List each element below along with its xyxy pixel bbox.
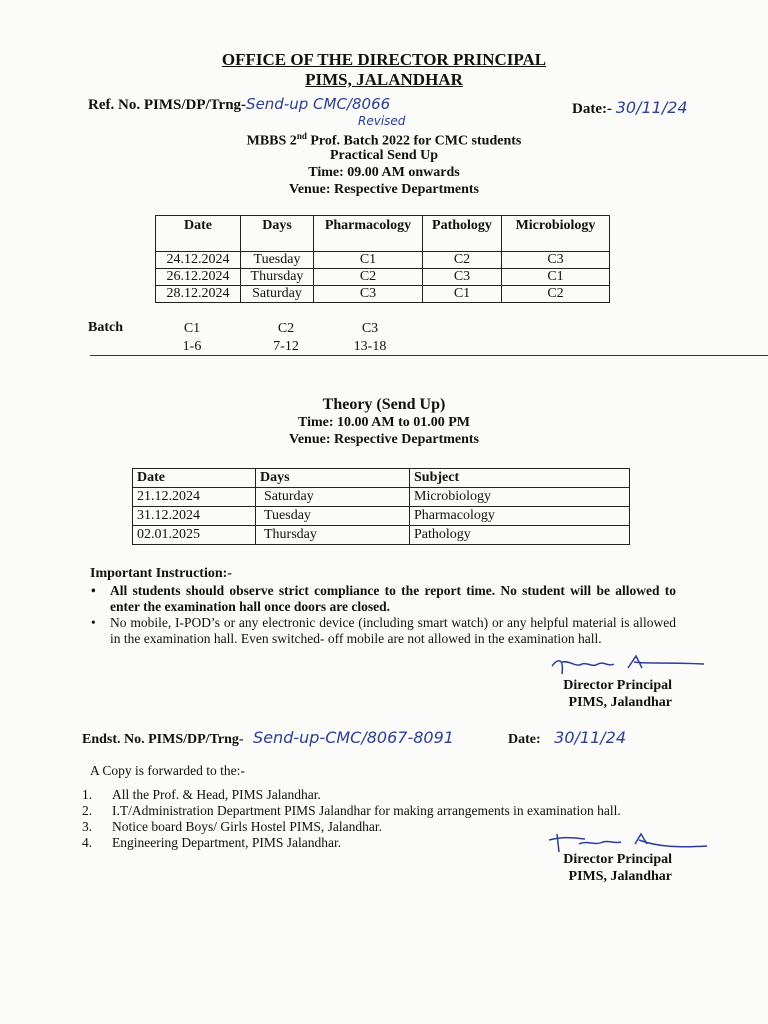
table-row: 26.12.2024 Thursday C2 C3 C1 — [155, 268, 610, 286]
table-row: 24.12.2024 Tuesday C1 C2 C3 — [155, 251, 610, 269]
ref-date: Date:- 30/11/24 — [572, 98, 688, 118]
col-pharmacology: Pharmacology — [313, 215, 423, 252]
recipients-list: 1. All the Prof. & Head, PIMS Jalandhar. … — [82, 787, 621, 851]
copy-line: A Copy is forwarded to the:- — [90, 763, 245, 778]
list-item: 1. All the Prof. & Head, PIMS Jalandhar. — [82, 787, 321, 802]
ref-handwritten: Send-up CMC/8066 — [246, 95, 391, 113]
batch-label: Batch — [88, 320, 123, 335]
office-title: OFFICE OF THE DIRECTOR PRINCIPAL — [221, 50, 547, 69]
instruction-item: No mobile, I-POD’s or any electronic dev… — [86, 615, 676, 647]
table-row: 21.12.2024 Saturday Microbiology — [132, 487, 630, 507]
col-date: Date — [155, 215, 241, 252]
instructions-heading: Important Instruction:- — [90, 566, 232, 581]
practical-venue: Venue: Respective Departments — [289, 182, 479, 197]
col-days: Days — [240, 215, 314, 252]
table-row: 31.12.2024 Tuesday Pharmacology — [132, 506, 630, 526]
table-header-row: Date Days Subject — [132, 468, 630, 488]
theory-time: Time: 10.00 AM to 01.00 PM — [298, 415, 470, 430]
ref-revised: Revised — [358, 114, 406, 128]
theory-table: Date Days Subject 21.12.2024 Saturday Microb… — [132, 468, 630, 545]
practical-line2: Practical Send Up — [329, 148, 439, 163]
table-header-row: Date Days Pharmacology Pathology Microbi… — [155, 215, 610, 252]
office-subtitle: PIMS, JALANDHAR — [305, 70, 463, 89]
list-item: 4. Engineering Department, PIMS Jalandhar… — [82, 835, 342, 850]
table-row: 28.12.2024 Saturday C3 C1 C2 — [155, 285, 610, 303]
signature-title-2: Director Principal — [563, 852, 672, 867]
instruction-item: All students should observe strict compl… — [86, 583, 676, 615]
batch-c3: C3 13-18 — [353, 321, 387, 354]
col-microbiology: Microbiology — [501, 215, 610, 252]
theory-title: Theory (Send Up) — [322, 396, 446, 413]
signature-org-2: PIMS, Jalandhar — [568, 869, 672, 884]
signature-title: Director Principal — [563, 678, 672, 693]
theory-venue: Venue: Respective Departments — [289, 432, 479, 447]
list-item: 3. Notice board Boys/ Girls Hostel PIMS, … — [82, 819, 382, 834]
ref-label: Ref. No. PIMS/DP/Trng- — [88, 97, 247, 113]
ref-number: Ref. No. PIMS/DP/Trng-Send-up CMC/8066 — [88, 96, 390, 114]
table-row: 02.01.2025 Thursday Pathology — [132, 525, 630, 545]
instructions-list: All students should observe strict compl… — [86, 583, 676, 647]
endorsement-date: Date: 30/11/24 — [508, 728, 627, 747]
signature-image-2 — [548, 832, 708, 853]
batch-c1: C1 1-6 — [182, 321, 202, 354]
date-handwritten: 30/11/24 — [615, 98, 688, 117]
signature-image — [551, 654, 705, 675]
endorsement-handwritten: Send-up-CMC/8067-8091 — [253, 728, 454, 747]
date-label: Date:- — [572, 101, 612, 117]
list-item: 2. I.T/Administration Department PIMS Jal… — [82, 803, 621, 818]
practical-time: Time: 09.00 AM onwards — [308, 165, 460, 180]
practical-line1: MBBS 2nd Prof. Batch 2022 for CMC studen… — [246, 131, 522, 149]
col-pathology: Pathology — [422, 215, 502, 252]
divider — [90, 355, 768, 356]
batch-c2: C2 7-12 — [273, 321, 299, 354]
practical-table: Date Days Pharmacology Pathology Microbi… — [155, 215, 610, 303]
signature-org: PIMS, Jalandhar — [568, 695, 672, 710]
endorsement-number: Endst. No. PIMS/DP/Trng- Send-up-CMC/806… — [82, 728, 454, 747]
